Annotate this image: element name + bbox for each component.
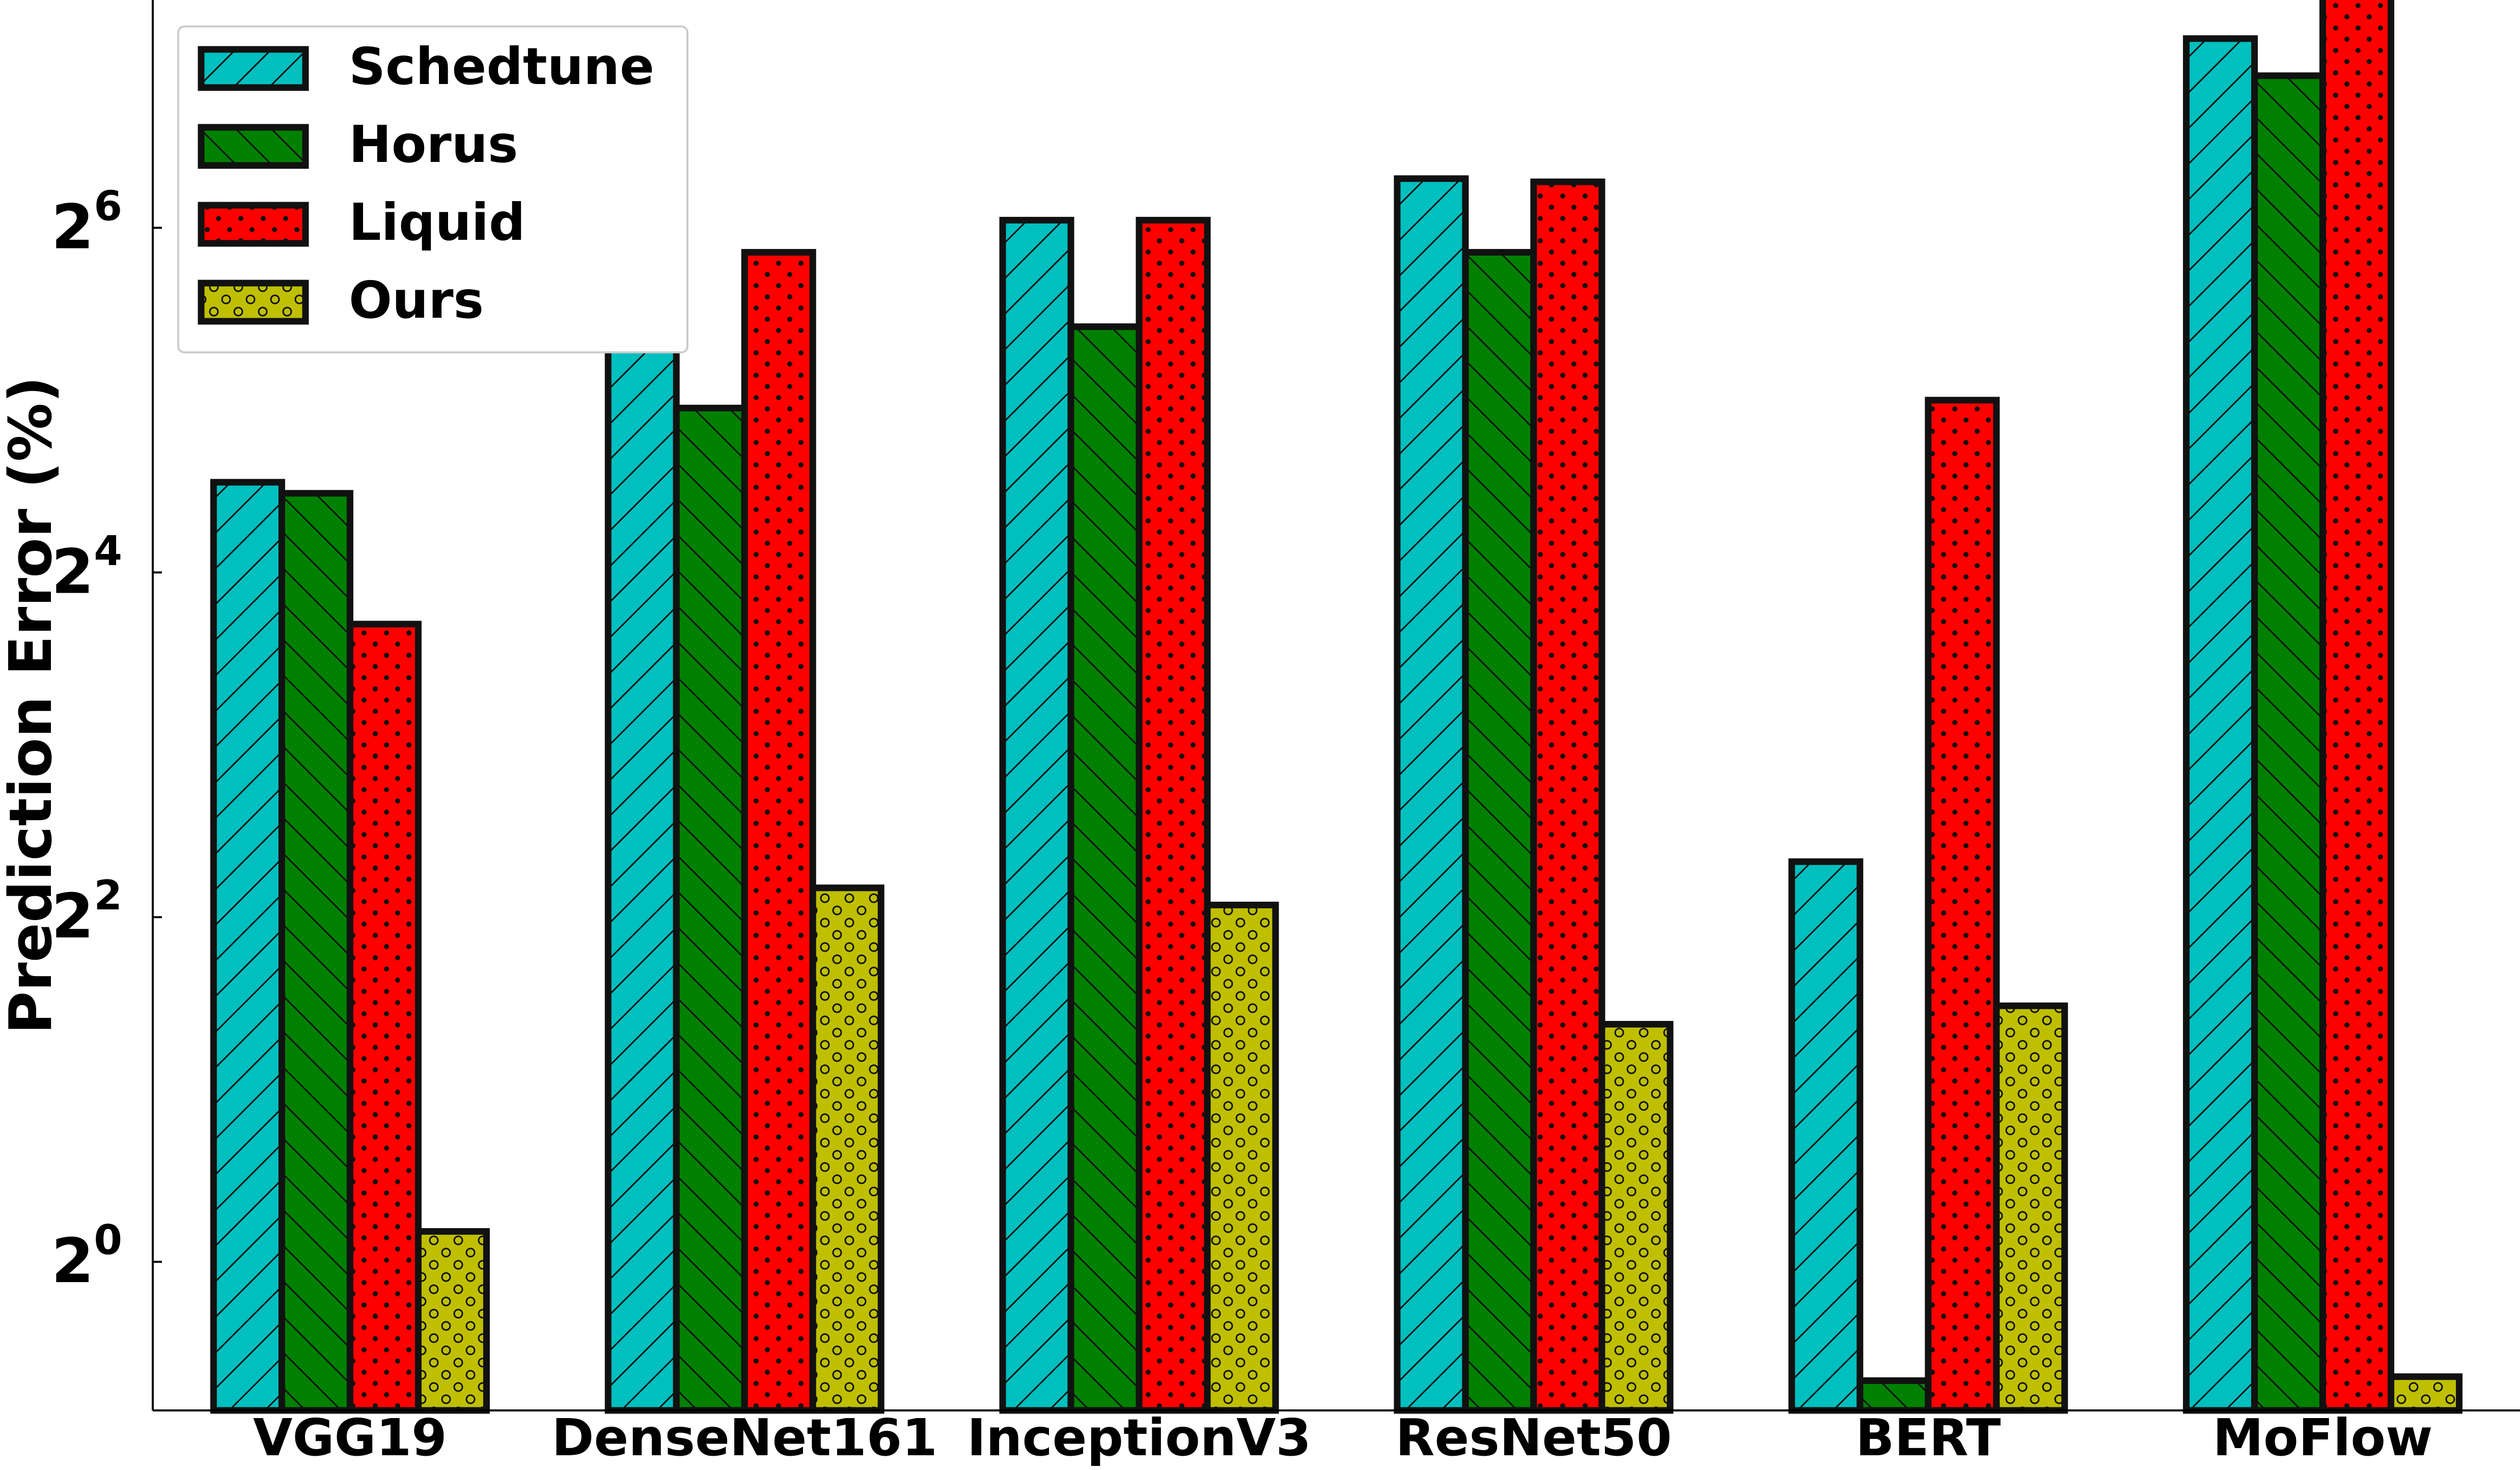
bar-liquid-resnet50	[1530, 178, 1605, 1414]
bar-pattern	[278, 490, 353, 1414]
bar-pattern	[1857, 1377, 1932, 1414]
legend-label: Liquid	[349, 192, 525, 252]
bar-pattern	[1462, 248, 1537, 1414]
bar-pattern	[1067, 323, 1143, 1414]
legend-label: Schedtune	[349, 37, 654, 96]
bar-ours-bert	[1993, 1002, 2068, 1414]
bar-pattern	[2388, 1373, 2463, 1414]
bar-pattern	[1394, 175, 1469, 1414]
bar-ours-moflow	[2388, 1373, 2463, 1414]
bar-pattern	[673, 404, 748, 1414]
bar-horus-inceptionv3	[1067, 323, 1143, 1414]
x-tick-label: DenseNet161	[552, 1408, 937, 1467]
bar-pattern	[2183, 35, 2258, 1414]
bar-ours-vgg19	[414, 1228, 490, 1414]
legend: Schedtune Horus Liquid Ours	[177, 25, 688, 353]
bar-ours-densenet161	[809, 884, 884, 1414]
bar-pattern	[1993, 1002, 2068, 1414]
bar-pattern	[1204, 901, 1279, 1414]
x-tick-label: VGG19	[253, 1408, 447, 1467]
bar-horus-resnet50	[1462, 248, 1537, 1414]
bar-horus-bert	[1857, 1377, 1932, 1414]
x-tick-label: ResNet50	[1396, 1408, 1672, 1467]
bar-liquid-bert	[1925, 397, 2000, 1414]
bar-pattern	[414, 1228, 490, 1414]
bar-pattern	[809, 884, 884, 1414]
bar-liquid-moflow	[2319, 0, 2395, 1414]
bar-horus-densenet161	[673, 404, 748, 1414]
y-tick-label: 24	[51, 527, 122, 607]
legend-label: Horus	[349, 115, 518, 174]
y-axis-label: Prediction Error (%)	[0, 376, 65, 1034]
y-tick-label: 20	[51, 1216, 122, 1297]
legend-frame	[177, 25, 688, 353]
bar-schedtune-inceptionv3	[999, 216, 1074, 1414]
bar-schedtune-vgg19	[210, 479, 285, 1414]
bar-schedtune-densenet161	[604, 317, 680, 1414]
bar-ours-resnet50	[1598, 1021, 1674, 1414]
legend-item-schedtune: Schedtune	[198, 37, 654, 96]
x-tick-label: BERT	[1856, 1408, 2001, 1467]
bar-pattern	[741, 248, 816, 1414]
bar-liquid-vgg19	[346, 621, 422, 1414]
bar-liquid-densenet161	[741, 248, 816, 1414]
y-tick-label: 26	[51, 182, 122, 263]
y-tick-label: 22	[51, 872, 122, 952]
bar-horus-moflow	[2251, 72, 2327, 1414]
bar-pattern	[1788, 858, 1864, 1414]
bar-liquid-inceptionv3	[1136, 216, 1211, 1414]
legend-item-liquid: Liquid	[198, 192, 525, 252]
bar-pattern	[1530, 178, 1605, 1414]
bar-pattern	[2319, 0, 2395, 1414]
legend-item-ours: Ours	[198, 270, 484, 330]
legend-swatch	[198, 280, 309, 325]
legend-swatch	[198, 46, 309, 91]
legend-label: Ours	[349, 270, 484, 330]
legend-swatch	[198, 202, 309, 247]
bar-pattern	[1136, 216, 1211, 1414]
bar-schedtune-bert	[1788, 858, 1864, 1414]
x-tick-label: InceptionV3	[967, 1408, 1311, 1467]
bar-pattern	[2251, 72, 2327, 1414]
bar-schedtune-resnet50	[1394, 175, 1469, 1414]
bar-ours-inceptionv3	[1204, 901, 1279, 1414]
bars-layer	[210, 0, 2463, 1414]
bar-pattern	[346, 621, 422, 1414]
bar-pattern	[999, 216, 1074, 1414]
legend-swatch	[198, 124, 309, 169]
bar-pattern	[1925, 397, 2000, 1414]
legend-item-horus: Horus	[198, 115, 518, 174]
bar-pattern	[1598, 1021, 1674, 1414]
bar-pattern	[604, 317, 680, 1414]
x-tick-label: MoFlow	[2213, 1408, 2433, 1467]
bar-horus-vgg19	[278, 490, 353, 1414]
bar-schedtune-moflow	[2183, 35, 2258, 1414]
bar-pattern	[210, 479, 285, 1414]
